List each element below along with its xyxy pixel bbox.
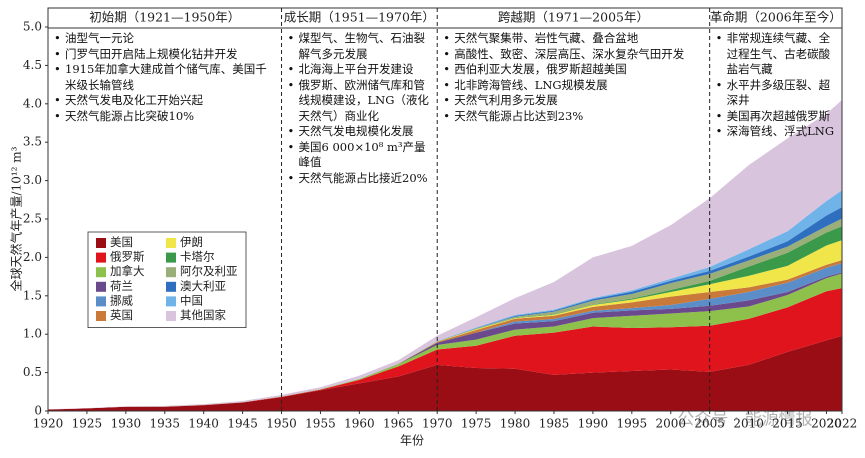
legend-swatch [96, 281, 106, 292]
period-note: 天然气发电及化工开始兴起 [54, 93, 278, 109]
x-tick-label: 1945 [227, 417, 258, 431]
area [48, 288, 842, 410]
y-tick-label: 0 [34, 404, 42, 418]
x-tick-label: 1985 [539, 417, 570, 431]
period-notes: 天然气聚集带、岩性气藏、叠合盆地高酸性、致密、深层高压、深水复杂气田开发西伯利亚… [437, 31, 709, 124]
x-tick-label: 1970 [422, 417, 453, 431]
legend-swatch [166, 252, 176, 263]
period-note: 天然气能源占比接近20% [288, 171, 434, 187]
period-note: 水平井多级压裂、超深井 [716, 78, 838, 109]
area [48, 99, 842, 410]
watermark: 公众号 · 能源情报 [677, 410, 812, 430]
period-note: 油型气一元论 [54, 31, 278, 47]
x-tick-label: 2020 [811, 417, 842, 431]
period-header: 成长期（1951—1970年） [284, 10, 435, 25]
period-note: 深海管线、浮式LNG [716, 124, 838, 140]
legend-swatch [166, 281, 176, 292]
period-note: 俄罗斯、欧洲储气库和管线规模建设，LNG（液化天然气）商业化 [288, 78, 434, 125]
legend-label: 挪威 [110, 293, 133, 307]
x-tick-label: 2015 [772, 417, 803, 431]
x-tick-label: 2022 [827, 417, 858, 431]
legend-label: 英国 [110, 308, 133, 322]
legend-swatch [96, 267, 106, 278]
period-note: 非常规连续气藏、全过程生气、古老碳酸盐岩气藏 [716, 31, 838, 78]
period-note: 煤型气、生物气、石油裂解气多元发展 [288, 31, 434, 62]
legend-label: 中国 [180, 293, 203, 307]
x-tick-label: 1960 [344, 417, 375, 431]
y-tick-label: 1.5 [23, 288, 42, 302]
x-tick-label: 1975 [461, 417, 492, 431]
y-tick-label: 1.0 [23, 327, 42, 341]
period-note: 天然气发电规模化发展 [288, 124, 434, 140]
period-note: 高酸性、致密、深层高压、深水复杂气田开发 [443, 47, 705, 63]
y-tick-label: 0.5 [23, 365, 42, 379]
y-tick-label: 5.0 [23, 20, 42, 34]
x-tick-label: 2005 [694, 417, 725, 431]
legend-swatch [166, 238, 176, 248]
x-tick-label: 1920 [33, 417, 64, 431]
period-header: 初始期（1921—1950年） [89, 10, 240, 25]
period-note: 1915年加拿大建成首个储气库、美国千米级长输管线 [54, 62, 278, 93]
legend-swatch [96, 311, 106, 321]
x-tick-label: 1930 [111, 417, 142, 431]
area [48, 272, 842, 410]
y-tick-label: 3.5 [23, 135, 42, 149]
y-axis-label: 全球天然气年产量/10¹² m³ [9, 146, 24, 291]
x-tick-label: 1940 [188, 417, 219, 431]
period-header: 革命期（2006年至今） [710, 10, 842, 25]
legend-label: 加拿大 [110, 264, 145, 278]
legend-label: 美国 [110, 235, 133, 249]
x-tick-label: 1950 [266, 417, 297, 431]
x-tick-label: 1925 [72, 417, 103, 431]
period-note: 门罗气田开启陆上规模化钻井开发 [54, 47, 278, 63]
period-note: 天然气能源占比达到23% [443, 109, 705, 125]
x-tick-label: 1965 [383, 417, 414, 431]
legend-label: 其他国家 [180, 308, 226, 322]
y-tick-label: 3.0 [23, 173, 42, 187]
y-tick-label: 4.5 [23, 58, 42, 72]
legend-label: 荷兰 [110, 279, 133, 293]
x-axis-label: 年份 [400, 434, 424, 448]
x-tick-label: 1990 [578, 417, 609, 431]
legend-label: 澳大利亚 [180, 279, 226, 293]
legend-label: 伊朗 [180, 235, 203, 249]
legend-label: 俄罗斯 [110, 250, 145, 264]
area [48, 335, 842, 411]
legend-label: 阿尔及利亚 [180, 264, 238, 278]
x-tick-label: 2000 [655, 417, 686, 431]
y-tick-label: 4.0 [23, 96, 42, 110]
period-note: 天然气聚集带、岩性气藏、叠合盆地 [443, 31, 705, 47]
x-tick-label: 1995 [617, 417, 648, 431]
legend-label: 卡塔尔 [180, 250, 215, 264]
period-note: 天然气利用多元发展 [443, 93, 705, 109]
legend-swatch [96, 296, 106, 307]
y-tick-label: 2.0 [23, 250, 42, 264]
legend-swatch [166, 267, 176, 278]
legend-swatch [166, 311, 176, 321]
period-note: 北海海上平台开发建设 [288, 62, 434, 78]
legend-swatch [96, 252, 106, 263]
legend-swatch [166, 296, 176, 307]
period-notes: 非常规连续气藏、全过程生气、古老碳酸盐岩气藏水平井多级压裂、超深井美国再次超越俄… [710, 31, 842, 140]
period-note: 北非跨海管线、LNG规模发展 [443, 78, 705, 94]
x-tick-label: 2010 [733, 417, 764, 431]
y-tick-label: 2.5 [23, 212, 42, 226]
period-notes: 煤型气、生物气、石油裂解气多元发展北海海上平台开发建设俄罗斯、欧洲储气库和管线规… [282, 31, 438, 186]
x-tick-label: 1980 [500, 417, 531, 431]
period-header: 跨越期（1971—2005年） [498, 10, 649, 25]
x-tick-label: 1955 [305, 417, 336, 431]
x-tick-label: 1935 [149, 417, 180, 431]
period-notes: 油型气一元论门罗气田开启陆上规模化钻井开发1915年加拿大建成首个储气库、美国千… [48, 31, 282, 124]
period-note: 天然气能源占比突破10% [54, 109, 278, 125]
plot-frame [47, 7, 843, 412]
legend-swatch [96, 238, 106, 248]
period-note: 美国再次超越俄罗斯 [716, 109, 838, 125]
period-note: 美国6 000×10⁸ m³产量峰值 [288, 140, 434, 171]
period-note: 西伯利亚大发展，俄罗斯超越美国 [443, 62, 705, 78]
